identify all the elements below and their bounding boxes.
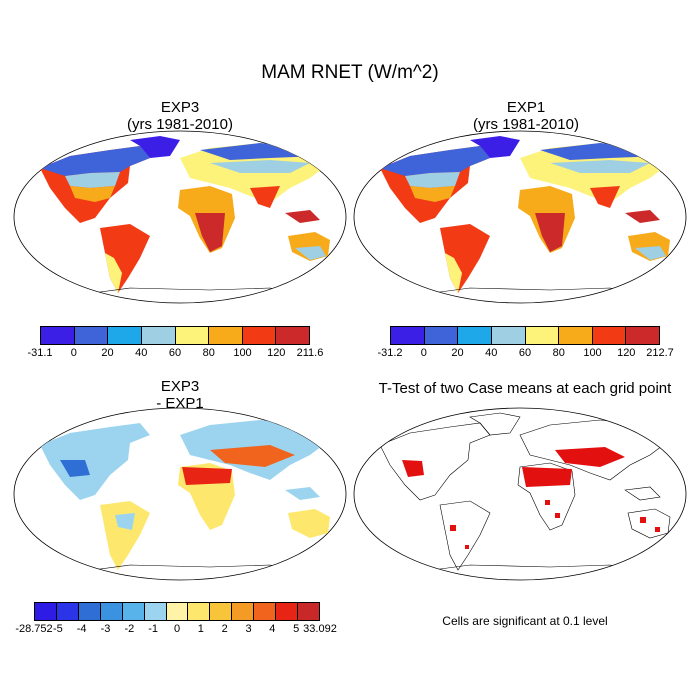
- colorbar-diff-swatch-2: [78, 603, 101, 620]
- panel-title-ttest: T-Test of two Case means at each grid po…: [378, 380, 672, 397]
- colorbar-exp3-swatch-2: [108, 327, 142, 344]
- colorbar-difference-labels: -28.752 -5 -4 -3 -2 -1 0 1 2 3 4 5 33.092: [15, 623, 336, 637]
- colorbar-exp3-tick-5: 80: [202, 347, 215, 359]
- panel-title-exp3: EXP3 (yrs 1981-2010): [90, 99, 270, 133]
- colorbar-exp3-labels: -31.1 0 20 40 60 80 100 120 211.6: [27, 347, 323, 361]
- colorbar-diff-tick-6: 0: [173, 623, 181, 635]
- figure-title: MAM RNET (W/m^2): [261, 62, 439, 83]
- colorbar-exp3-tick-8: 211.6: [296, 347, 324, 359]
- colorbar-exp3-swatch-1: [74, 327, 109, 344]
- colorbar-exp1-swatch-0: [391, 327, 425, 344]
- significance-note: Cells are significant at 0.1 level: [442, 614, 608, 628]
- colorbar-exp3-swatch-6: [242, 327, 277, 344]
- colorbar-exp1-tick-4: 60: [518, 347, 532, 359]
- colorbar-diff-tick-5: -1: [148, 623, 159, 635]
- colorbar-diff-swatch-9: [232, 603, 255, 620]
- colorbar-exp1-swatch-3: [491, 327, 526, 344]
- panel-title-diff: EXP3 - EXP1: [90, 378, 270, 412]
- colorbar-diff-swatch-4: [122, 603, 145, 620]
- colorbar-exp3-tick-3: 40: [135, 347, 148, 359]
- colorbar-diff-tick-10: 4: [269, 623, 276, 635]
- map-exp1: [353, 130, 687, 304]
- colorbar-exp1-labels: -31.2 0 20 40 60 80 100 120 212.7: [377, 347, 673, 361]
- panel-subtitle-line: (yrs 1981-2010): [473, 116, 579, 133]
- colorbar-diff-swatch-8: [210, 603, 233, 620]
- panel-subtitle-line: (yrs 1981-2010): [127, 116, 233, 133]
- colorbar-exp1-swatch-1: [424, 327, 459, 344]
- colorbar-exp3-swatch-7: [276, 327, 309, 344]
- colorbar-exp1-swatch-6: [592, 327, 627, 344]
- colorbar-exp3-tick-0: -31.1: [27, 347, 53, 359]
- colorbar-diff-tick-1: -5: [52, 623, 63, 635]
- colorbar-exp1-swatch-5: [559, 327, 593, 344]
- colorbar-diff-swatch-11: [276, 603, 299, 620]
- colorbar-difference: [34, 602, 320, 621]
- colorbar-diff-tick-8: 2: [221, 623, 228, 635]
- colorbar-exp3-tick-2: 20: [101, 347, 114, 359]
- colorbar-diff-tick-2: -4: [76, 623, 87, 635]
- colorbar-diff-swatch-1: [56, 603, 79, 620]
- colorbar-exp3-tick-4: 60: [168, 347, 182, 359]
- colorbar-diff-swatch-12: [298, 603, 319, 620]
- colorbar-diff-tick-7: 1: [197, 623, 204, 635]
- colorbar-exp1-swatch-4: [525, 327, 560, 344]
- colorbar-diff-tick-3: -3: [100, 623, 111, 635]
- colorbar-exp3-swatch-0: [41, 327, 75, 344]
- colorbar-exp1-swatch-7: [626, 327, 659, 344]
- panel-title-line: EXP3: [160, 378, 200, 395]
- map-exp3: [13, 130, 347, 304]
- colorbar-exp1-tick-1: 0: [420, 347, 427, 359]
- colorbar-diff-tick-0: -28.752: [15, 623, 53, 635]
- colorbar-exp1-tick-8: 212.7: [646, 347, 674, 359]
- colorbar-exp1: [390, 326, 660, 345]
- colorbar-diff-tick-12: 33.092: [303, 623, 337, 635]
- colorbar-exp1-tick-0: -31.2: [377, 347, 403, 359]
- colorbar-exp3-tick-7: 120: [267, 347, 286, 359]
- panel-title-exp1: EXP1 (yrs 1981-2010): [436, 99, 616, 133]
- colorbar-diff-swatch-6: [166, 603, 189, 620]
- colorbar-exp1-tick-3: 40: [485, 347, 498, 359]
- colorbar-exp1-tick-2: 20: [451, 347, 464, 359]
- colorbar-exp1-swatch-2: [458, 327, 492, 344]
- colorbar-diff-swatch-10: [254, 603, 277, 620]
- colorbar-diff-swatch-5: [144, 603, 167, 620]
- colorbar-diff-tick-4: -2: [124, 623, 135, 635]
- colorbar-exp3-tick-1: 0: [70, 347, 77, 359]
- colorbar-exp3: [40, 326, 310, 345]
- panel-title-line: EXP3: [160, 99, 200, 116]
- colorbar-diff-tick-11: 5: [293, 623, 300, 635]
- colorbar-diff-swatch-0: [35, 603, 57, 620]
- panel-title-line: EXP1: [506, 99, 546, 116]
- colorbar-exp3-tick-6: 100: [233, 347, 252, 359]
- map-difference: [13, 407, 347, 581]
- colorbar-exp3-swatch-4: [175, 327, 210, 344]
- map-ttest: [353, 407, 687, 581]
- colorbar-exp1-tick-5: 80: [552, 347, 565, 359]
- colorbar-diff-swatch-3: [100, 603, 123, 620]
- colorbar-exp1-tick-7: 120: [617, 347, 636, 359]
- colorbar-exp3-swatch-5: [209, 327, 243, 344]
- panel-subtitle-line: - EXP1: [156, 395, 204, 412]
- colorbar-exp3-swatch-3: [141, 327, 176, 344]
- colorbar-diff-tick-9: 3: [245, 623, 252, 635]
- colorbar-diff-swatch-7: [188, 603, 211, 620]
- colorbar-exp1-tick-6: 100: [583, 347, 602, 359]
